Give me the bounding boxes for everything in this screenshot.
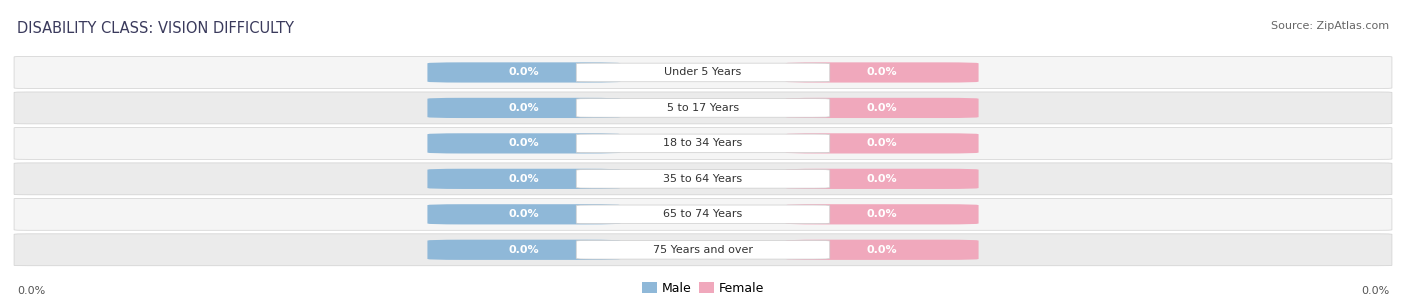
Text: 0.0%: 0.0% xyxy=(868,138,897,148)
Text: 0.0%: 0.0% xyxy=(868,245,897,255)
Text: 0.0%: 0.0% xyxy=(868,174,897,184)
FancyBboxPatch shape xyxy=(576,134,830,153)
Text: 0.0%: 0.0% xyxy=(509,245,538,255)
Text: 0.0%: 0.0% xyxy=(17,286,45,296)
FancyBboxPatch shape xyxy=(427,98,620,118)
FancyBboxPatch shape xyxy=(786,62,979,83)
FancyBboxPatch shape xyxy=(427,240,620,260)
FancyBboxPatch shape xyxy=(576,98,830,117)
FancyBboxPatch shape xyxy=(576,63,830,82)
Text: Source: ZipAtlas.com: Source: ZipAtlas.com xyxy=(1271,21,1389,31)
FancyBboxPatch shape xyxy=(786,133,979,154)
FancyBboxPatch shape xyxy=(427,133,620,154)
FancyBboxPatch shape xyxy=(14,199,1392,230)
Text: 0.0%: 0.0% xyxy=(868,67,897,78)
Text: 65 to 74 Years: 65 to 74 Years xyxy=(664,209,742,219)
FancyBboxPatch shape xyxy=(427,204,620,224)
FancyBboxPatch shape xyxy=(576,205,830,224)
FancyBboxPatch shape xyxy=(786,98,979,118)
Text: 0.0%: 0.0% xyxy=(509,209,538,219)
Text: 75 Years and over: 75 Years and over xyxy=(652,245,754,255)
Text: 35 to 64 Years: 35 to 64 Years xyxy=(664,174,742,184)
Legend: Male, Female: Male, Female xyxy=(637,277,769,299)
FancyBboxPatch shape xyxy=(14,163,1392,195)
Text: 0.0%: 0.0% xyxy=(509,67,538,78)
FancyBboxPatch shape xyxy=(14,57,1392,88)
FancyBboxPatch shape xyxy=(14,127,1392,159)
FancyBboxPatch shape xyxy=(786,169,979,189)
Text: 0.0%: 0.0% xyxy=(868,103,897,113)
FancyBboxPatch shape xyxy=(786,240,979,260)
Text: DISABILITY CLASS: VISION DIFFICULTY: DISABILITY CLASS: VISION DIFFICULTY xyxy=(17,21,294,36)
Text: 0.0%: 0.0% xyxy=(509,174,538,184)
Text: Under 5 Years: Under 5 Years xyxy=(665,67,741,78)
FancyBboxPatch shape xyxy=(14,92,1392,124)
Text: 0.0%: 0.0% xyxy=(868,209,897,219)
FancyBboxPatch shape xyxy=(786,204,979,224)
FancyBboxPatch shape xyxy=(427,62,620,83)
Text: 5 to 17 Years: 5 to 17 Years xyxy=(666,103,740,113)
Text: 0.0%: 0.0% xyxy=(1361,286,1389,296)
FancyBboxPatch shape xyxy=(576,240,830,259)
FancyBboxPatch shape xyxy=(14,234,1392,266)
FancyBboxPatch shape xyxy=(427,169,620,189)
Text: 18 to 34 Years: 18 to 34 Years xyxy=(664,138,742,148)
FancyBboxPatch shape xyxy=(576,170,830,188)
Text: 0.0%: 0.0% xyxy=(509,138,538,148)
Text: 0.0%: 0.0% xyxy=(509,103,538,113)
